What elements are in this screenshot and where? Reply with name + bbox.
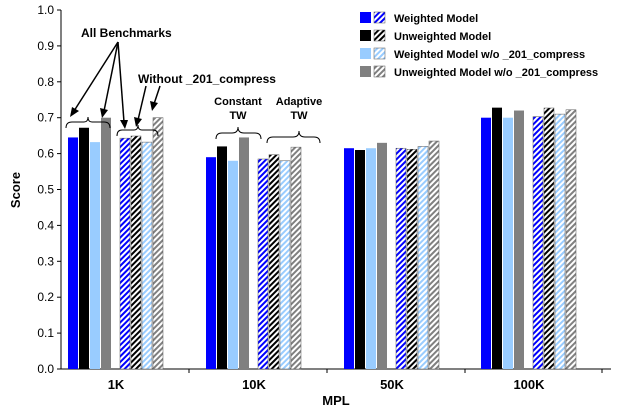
x-axis-categories: 1K 10K 50K 100K [108,369,603,392]
y-tick-label: 0.2 [37,290,54,304]
bar-50k-weighted-hatched [395,147,407,370]
brace-10k-adaptive [266,130,321,144]
bar-10k-unweighted_wo-hatched [290,146,302,370]
legend-swatch-hatched [373,47,386,60]
adaptive-tw-label-line2: TW [290,110,308,122]
annotation-adaptive-tw: Adaptive TW [266,96,322,144]
bar-100k-unweighted_wo-hatched [565,109,577,370]
annotation-constant-tw: Constant TW [214,96,262,140]
bar-1k-unweighted_wo-solid [101,117,111,369]
arrow-line [103,41,119,112]
bar-10k-unweighted-solid [217,146,227,369]
bar-100k-unweighted-solid [492,107,502,369]
bar-50k-weighted_wo-solid [366,148,376,369]
legend-swatch-solid [360,12,371,23]
bar-1k-weighted-solid [68,137,78,369]
constant-tw-label-line1: Constant [214,96,262,108]
legend-swatch-solid [360,48,371,59]
bar-50k-unweighted_wo-solid [377,142,387,369]
y-tick-label: 1.0 [37,3,54,17]
arrow-head [150,101,158,111]
y-tick-label: 0.0 [37,362,54,376]
legend-label: Unweighted Model [394,31,491,43]
bar-100k-weighted-hatched [532,116,544,370]
y-axis-title: Score [8,172,23,208]
arrow-head [134,117,142,127]
without-compress-label: Without _201_compress [138,72,276,86]
constant-tw-label-line2: TW [229,110,247,122]
bar-100k-weighted-solid [481,117,491,369]
bar-50k-unweighted-hatched [406,149,418,370]
bar-1k-unweighted-hatched [130,135,142,370]
legend-swatch-solid [360,30,371,41]
legend-swatch-hatched [373,29,386,42]
x-category-label: 50K [380,377,404,392]
arrow-line [137,85,147,121]
bar-10k-weighted-hatched [257,158,269,370]
bar-10k-unweighted-hatched [268,154,280,370]
bar-1k-unweighted_wo-hatched [152,117,164,370]
annotation-all-benchmarks: All Benchmarks [70,26,172,129]
legend-label: Weighted Model [394,13,478,25]
bar-100k-unweighted_wo-solid [514,110,524,370]
bar-50k-weighted-solid [344,148,354,369]
arrow-head [70,107,79,117]
arrow-line [153,85,161,105]
bar-10k-weighted_wo-solid [228,160,238,369]
legend-swatch-hatched [373,65,386,78]
y-tick-label: 0.7 [37,111,54,125]
brace-1k-constant [65,116,111,129]
bar-100k-unweighted-hatched [543,107,555,370]
bar-50k-unweighted_wo-hatched [428,140,440,370]
x-axis-title: MPL [322,393,350,408]
arrow-head [100,108,108,118]
bar-50k-unweighted-solid [355,150,365,369]
bar-10k-weighted_wo-hatched [279,160,291,370]
bar-1k-weighted_wo-hatched [141,141,153,370]
bar-100k-weighted_wo-solid [503,117,513,369]
bar-10k-weighted-solid [206,157,216,369]
y-tick-label: 0.5 [37,183,54,197]
bar-100k-weighted_wo-hatched [554,113,566,370]
y-tick-label: 0.4 [37,218,54,232]
bar-series [68,107,577,370]
x-category-label: 10K [242,377,266,392]
bar-1k-weighted_wo-solid [90,142,100,369]
y-tick-label: 0.9 [37,39,54,53]
y-tick-label: 0.8 [37,75,54,89]
brace-10k-constant [215,126,262,140]
y-tick-label: 0.3 [37,254,54,268]
annotation-without-compress: Without _201_compress [134,72,276,127]
all-benchmarks-label: All Benchmarks [81,26,172,40]
x-category-label: 100K [513,377,545,392]
x-category-label: 1K [108,377,125,392]
bar-1k-weighted-hatched [119,137,131,370]
legend-label: Weighted Model w/o _201_compress [394,49,585,61]
bar-1k-unweighted-solid [79,127,89,369]
legend: Weighted Model Unweighted Model Weighted M… [360,11,598,79]
bar-50k-weighted_wo-hatched [417,146,429,370]
arrow-line [73,41,119,112]
y-tick-label: 0.1 [37,326,54,340]
arrow-head [120,120,128,129]
bar-10k-unweighted_wo-solid [239,137,249,369]
adaptive-tw-label-line1: Adaptive [276,96,322,108]
y-axis-ticks: 0.0 0.1 0.2 0.3 0.4 0.5 0.6 0.7 0.8 0.9 1.0 [37,3,61,376]
arrow-line [117,41,125,123]
legend-swatch-hatched [373,11,386,24]
legend-label: Unweighted Model w/o _201_compress [394,67,598,79]
y-tick-label: 0.6 [37,147,54,161]
brace-1k-adaptive [116,124,159,137]
legend-swatch-solid [360,66,371,77]
